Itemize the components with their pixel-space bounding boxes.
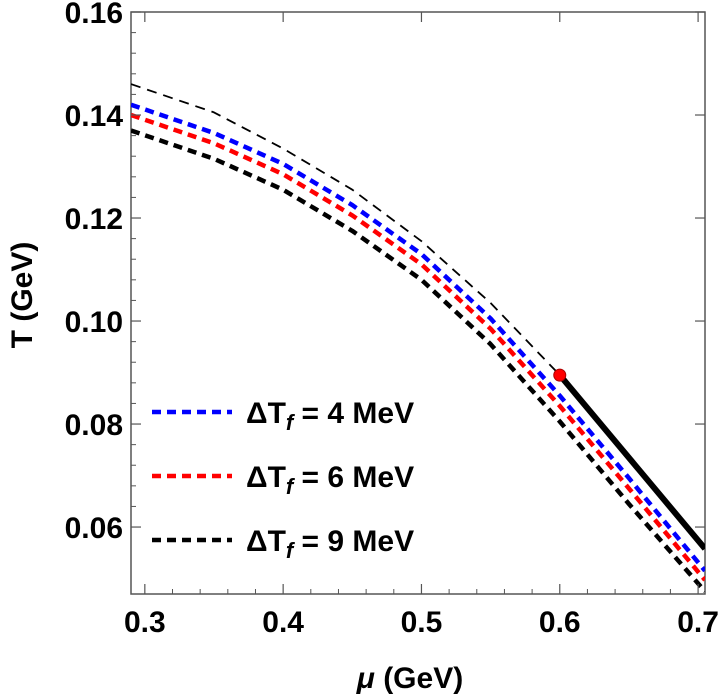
ticks: 0.3 0.4 0.5 0.6 0.7 0.06 0.08 0.10 0.12 0.14 0.16 (65, 0, 719, 639)
curves (131, 83, 705, 593)
y-tick-label: 0.08 (65, 409, 123, 442)
series-line-2 (131, 112, 705, 582)
x-tick-label: 0.4 (262, 606, 304, 639)
legend-label-main: ΔT (246, 461, 286, 494)
series-line-4 (131, 83, 561, 376)
x-axis-symbol: μ (356, 662, 375, 695)
legend-label-subscript: f (286, 474, 296, 499)
y-tick-label: 0.10 (65, 306, 123, 339)
x-tick-label: 0.7 (677, 606, 719, 639)
x-axis-unit: (GeV) (375, 662, 463, 695)
y-tick-label: 0.16 (65, 0, 123, 30)
y-tick-label: 0.14 (65, 100, 124, 133)
legend-label-2: ΔTf = 6 MeV (246, 461, 414, 499)
legend-label-rest: = 4 MeV (293, 397, 414, 430)
y-axis-label: T (GeV) (6, 242, 39, 349)
plot-frame-rect (130, 11, 706, 595)
legend-label-main: ΔT (246, 397, 286, 430)
legend-label-3: ΔTf = 9 MeV (246, 525, 414, 563)
y-tick-label: 0.06 (65, 512, 123, 545)
x-tick-label: 0.3 (124, 606, 166, 639)
legend-label-subscript: f (286, 410, 296, 435)
series-line-3 (131, 128, 705, 593)
critical-point-marker (553, 368, 567, 382)
y-tick-label: 0.12 (65, 203, 123, 236)
x-axis-label: μ (GeV) (356, 662, 463, 695)
legend-label-rest: = 9 MeV (293, 525, 414, 558)
x-tick-label: 0.6 (539, 606, 581, 639)
series-line-1 (131, 102, 705, 573)
legend-label-subscript: f (286, 538, 296, 563)
legend-label-main: ΔT (246, 525, 286, 558)
plot-frame (130, 11, 706, 595)
x-tick-label: 0.5 (401, 606, 443, 639)
series-line-5 (557, 373, 705, 551)
legend-label-1: ΔTf = 4 MeV (246, 397, 414, 435)
legend-label-rest: = 6 MeV (293, 461, 414, 494)
